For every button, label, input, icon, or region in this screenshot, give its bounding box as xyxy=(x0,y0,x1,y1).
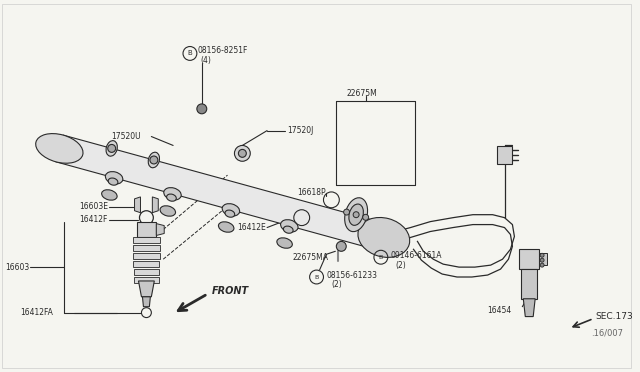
Polygon shape xyxy=(539,253,547,265)
Ellipse shape xyxy=(36,134,83,163)
Circle shape xyxy=(108,144,116,153)
Polygon shape xyxy=(134,277,159,283)
Polygon shape xyxy=(133,246,160,251)
Polygon shape xyxy=(134,261,159,267)
Ellipse shape xyxy=(277,238,292,248)
Ellipse shape xyxy=(218,222,234,232)
Circle shape xyxy=(540,258,544,262)
Ellipse shape xyxy=(160,206,175,216)
Text: 17520U: 17520U xyxy=(111,132,140,141)
Polygon shape xyxy=(519,249,539,269)
Ellipse shape xyxy=(166,194,176,201)
Circle shape xyxy=(344,209,349,215)
Circle shape xyxy=(540,253,544,257)
Text: (4): (4) xyxy=(201,56,212,65)
Polygon shape xyxy=(152,197,158,213)
Polygon shape xyxy=(56,135,387,251)
Ellipse shape xyxy=(102,190,117,200)
Polygon shape xyxy=(156,224,164,235)
Polygon shape xyxy=(138,281,154,297)
Circle shape xyxy=(353,212,359,218)
Circle shape xyxy=(337,241,346,251)
Ellipse shape xyxy=(106,141,117,156)
Text: 16454: 16454 xyxy=(488,306,512,315)
Text: (2): (2) xyxy=(396,261,406,270)
Text: .16/007: .16/007 xyxy=(591,329,623,338)
Text: B: B xyxy=(314,275,319,279)
Circle shape xyxy=(234,145,250,161)
Text: B: B xyxy=(188,51,192,57)
Text: 08156-61233: 08156-61233 xyxy=(326,270,378,279)
Text: 16412E: 16412E xyxy=(237,223,266,232)
Ellipse shape xyxy=(108,178,118,185)
Circle shape xyxy=(150,156,158,164)
Text: 22675M: 22675M xyxy=(346,89,377,97)
Polygon shape xyxy=(522,269,537,299)
Ellipse shape xyxy=(349,204,364,225)
Ellipse shape xyxy=(225,210,235,217)
Polygon shape xyxy=(136,222,156,237)
Text: 17520J: 17520J xyxy=(287,126,313,135)
Circle shape xyxy=(363,214,369,220)
Text: 16412FA: 16412FA xyxy=(20,308,52,317)
Polygon shape xyxy=(143,297,150,307)
Text: FRONT: FRONT xyxy=(212,286,249,296)
Text: (2): (2) xyxy=(332,280,342,289)
Ellipse shape xyxy=(284,226,293,233)
Polygon shape xyxy=(524,299,535,317)
Polygon shape xyxy=(133,253,159,259)
Text: 16618P: 16618P xyxy=(297,189,325,198)
Polygon shape xyxy=(134,197,140,213)
Text: 22675MA: 22675MA xyxy=(293,253,329,262)
Ellipse shape xyxy=(358,218,410,257)
Polygon shape xyxy=(134,269,159,275)
Circle shape xyxy=(239,150,246,157)
Text: 16603E: 16603E xyxy=(79,202,108,211)
Polygon shape xyxy=(497,147,513,164)
Text: 16412F: 16412F xyxy=(79,215,108,224)
Polygon shape xyxy=(132,237,160,243)
Text: SEC.173: SEC.173 xyxy=(595,312,633,321)
Ellipse shape xyxy=(106,171,123,184)
Text: 08156-8251F: 08156-8251F xyxy=(198,46,248,55)
Text: 16603: 16603 xyxy=(5,263,29,272)
Ellipse shape xyxy=(164,187,181,200)
Circle shape xyxy=(540,263,544,267)
Text: B: B xyxy=(379,255,383,260)
Circle shape xyxy=(197,104,207,114)
Ellipse shape xyxy=(148,152,159,168)
Ellipse shape xyxy=(222,203,239,216)
Ellipse shape xyxy=(280,220,298,232)
Text: 09146-6161A: 09146-6161A xyxy=(391,251,442,260)
Ellipse shape xyxy=(345,198,367,232)
